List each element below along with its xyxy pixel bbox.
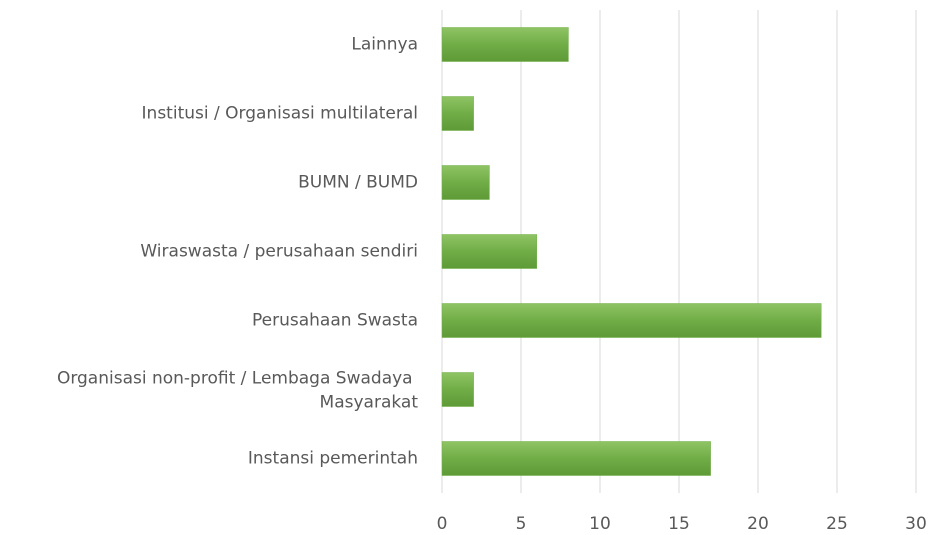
- y-tick-label: Lainnya: [351, 35, 418, 55]
- y-tick-label: Instansi pemerintah: [248, 449, 418, 469]
- y-tick-label: Wiraswasta / perusahaan sendiri: [140, 242, 418, 262]
- bar: [441, 165, 490, 200]
- x-tick-label: 5: [516, 514, 527, 534]
- x-tick-label: 30: [905, 514, 927, 534]
- x-tick-label: 25: [826, 514, 848, 534]
- bar: [441, 303, 822, 338]
- x-tick-label: 20: [747, 514, 769, 534]
- y-tick-label: Perusahaan Swasta: [252, 311, 418, 331]
- x-tick-label: 10: [589, 514, 611, 534]
- x-tick-label: 0: [437, 514, 448, 534]
- bar: [441, 372, 474, 407]
- bar: [441, 234, 538, 269]
- y-tick-label: BUMN / BUMD: [298, 173, 418, 193]
- bar: [441, 27, 569, 62]
- bar: [441, 96, 474, 131]
- x-tick-label: 15: [668, 514, 690, 534]
- bar: [441, 441, 711, 476]
- y-tick-label: Institusi / Organisasi multilateral: [142, 104, 418, 124]
- y-tick-label: Organisasi non-profit / Lembaga Swadaya …: [57, 369, 418, 413]
